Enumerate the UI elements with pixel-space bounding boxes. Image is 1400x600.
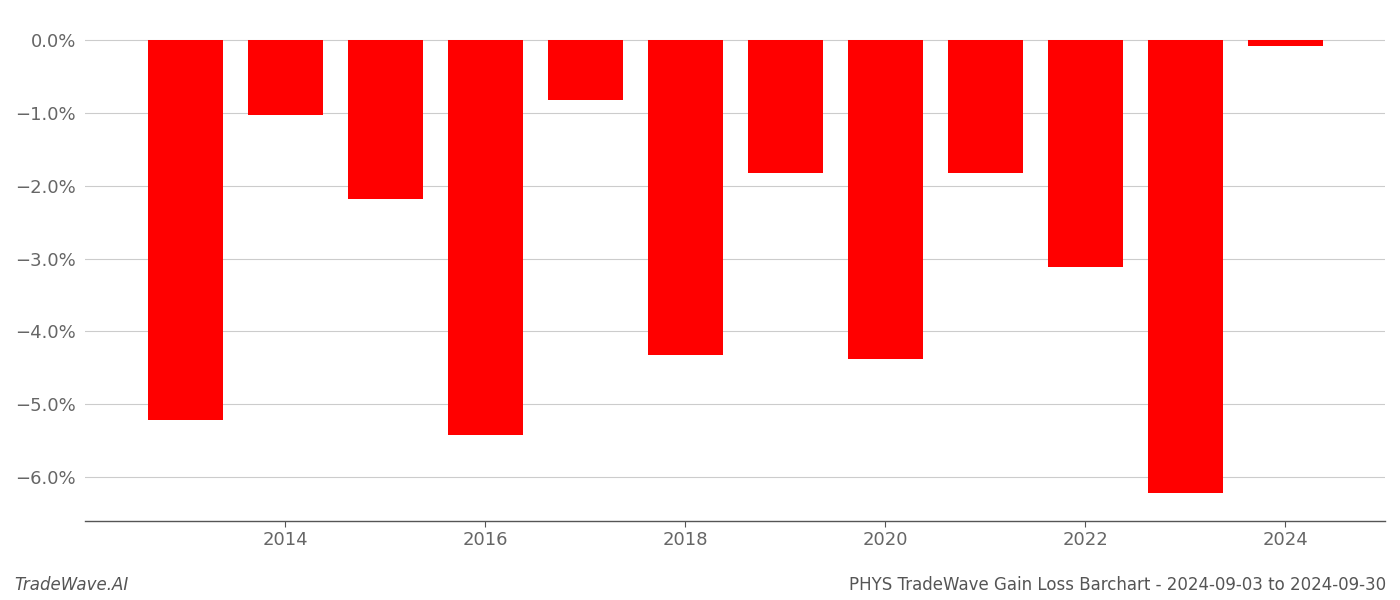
Bar <box>148 40 223 420</box>
Text: PHYS TradeWave Gain Loss Barchart - 2024-09-03 to 2024-09-30: PHYS TradeWave Gain Loss Barchart - 2024… <box>848 576 1386 594</box>
Bar <box>248 40 323 115</box>
Bar <box>1247 40 1323 46</box>
Bar <box>347 40 423 199</box>
Bar <box>448 40 522 435</box>
Bar <box>847 40 923 359</box>
Bar <box>1148 40 1222 493</box>
Bar <box>648 40 722 355</box>
Bar <box>948 40 1022 173</box>
Bar <box>547 40 623 100</box>
Bar <box>1047 40 1123 268</box>
Text: TradeWave.AI: TradeWave.AI <box>14 576 129 594</box>
Bar <box>748 40 823 173</box>
